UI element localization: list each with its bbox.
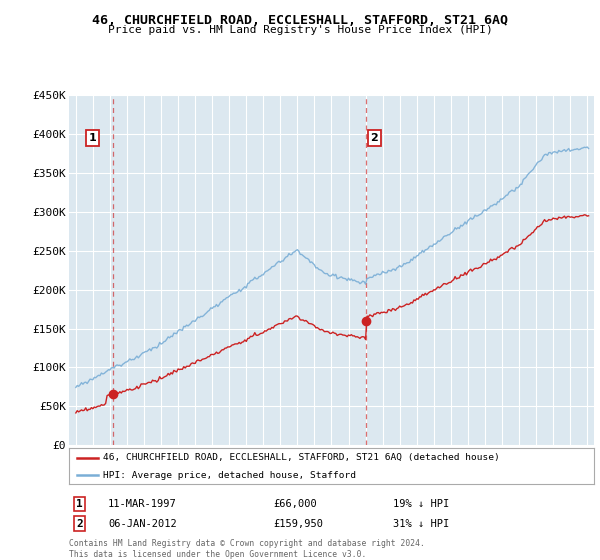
Text: 2: 2 bbox=[371, 133, 379, 143]
Text: 1: 1 bbox=[76, 499, 83, 509]
Text: 06-JAN-2012: 06-JAN-2012 bbox=[108, 519, 177, 529]
Text: £66,000: £66,000 bbox=[273, 499, 317, 509]
Text: 2: 2 bbox=[76, 519, 83, 529]
Text: 31% ↓ HPI: 31% ↓ HPI bbox=[393, 519, 449, 529]
Text: HPI: Average price, detached house, Stafford: HPI: Average price, detached house, Staf… bbox=[103, 471, 356, 480]
Text: 11-MAR-1997: 11-MAR-1997 bbox=[108, 499, 177, 509]
Text: Contains HM Land Registry data © Crown copyright and database right 2024.: Contains HM Land Registry data © Crown c… bbox=[69, 539, 425, 548]
Text: 1: 1 bbox=[89, 133, 97, 143]
Text: This data is licensed under the Open Government Licence v3.0.: This data is licensed under the Open Gov… bbox=[69, 550, 367, 559]
Text: Price paid vs. HM Land Registry's House Price Index (HPI): Price paid vs. HM Land Registry's House … bbox=[107, 25, 493, 35]
Text: 19% ↓ HPI: 19% ↓ HPI bbox=[393, 499, 449, 509]
Text: 46, CHURCHFIELD ROAD, ECCLESHALL, STAFFORD, ST21 6AQ: 46, CHURCHFIELD ROAD, ECCLESHALL, STAFFO… bbox=[92, 14, 508, 27]
Text: 46, CHURCHFIELD ROAD, ECCLESHALL, STAFFORD, ST21 6AQ (detached house): 46, CHURCHFIELD ROAD, ECCLESHALL, STAFFO… bbox=[103, 454, 500, 463]
Text: £159,950: £159,950 bbox=[273, 519, 323, 529]
